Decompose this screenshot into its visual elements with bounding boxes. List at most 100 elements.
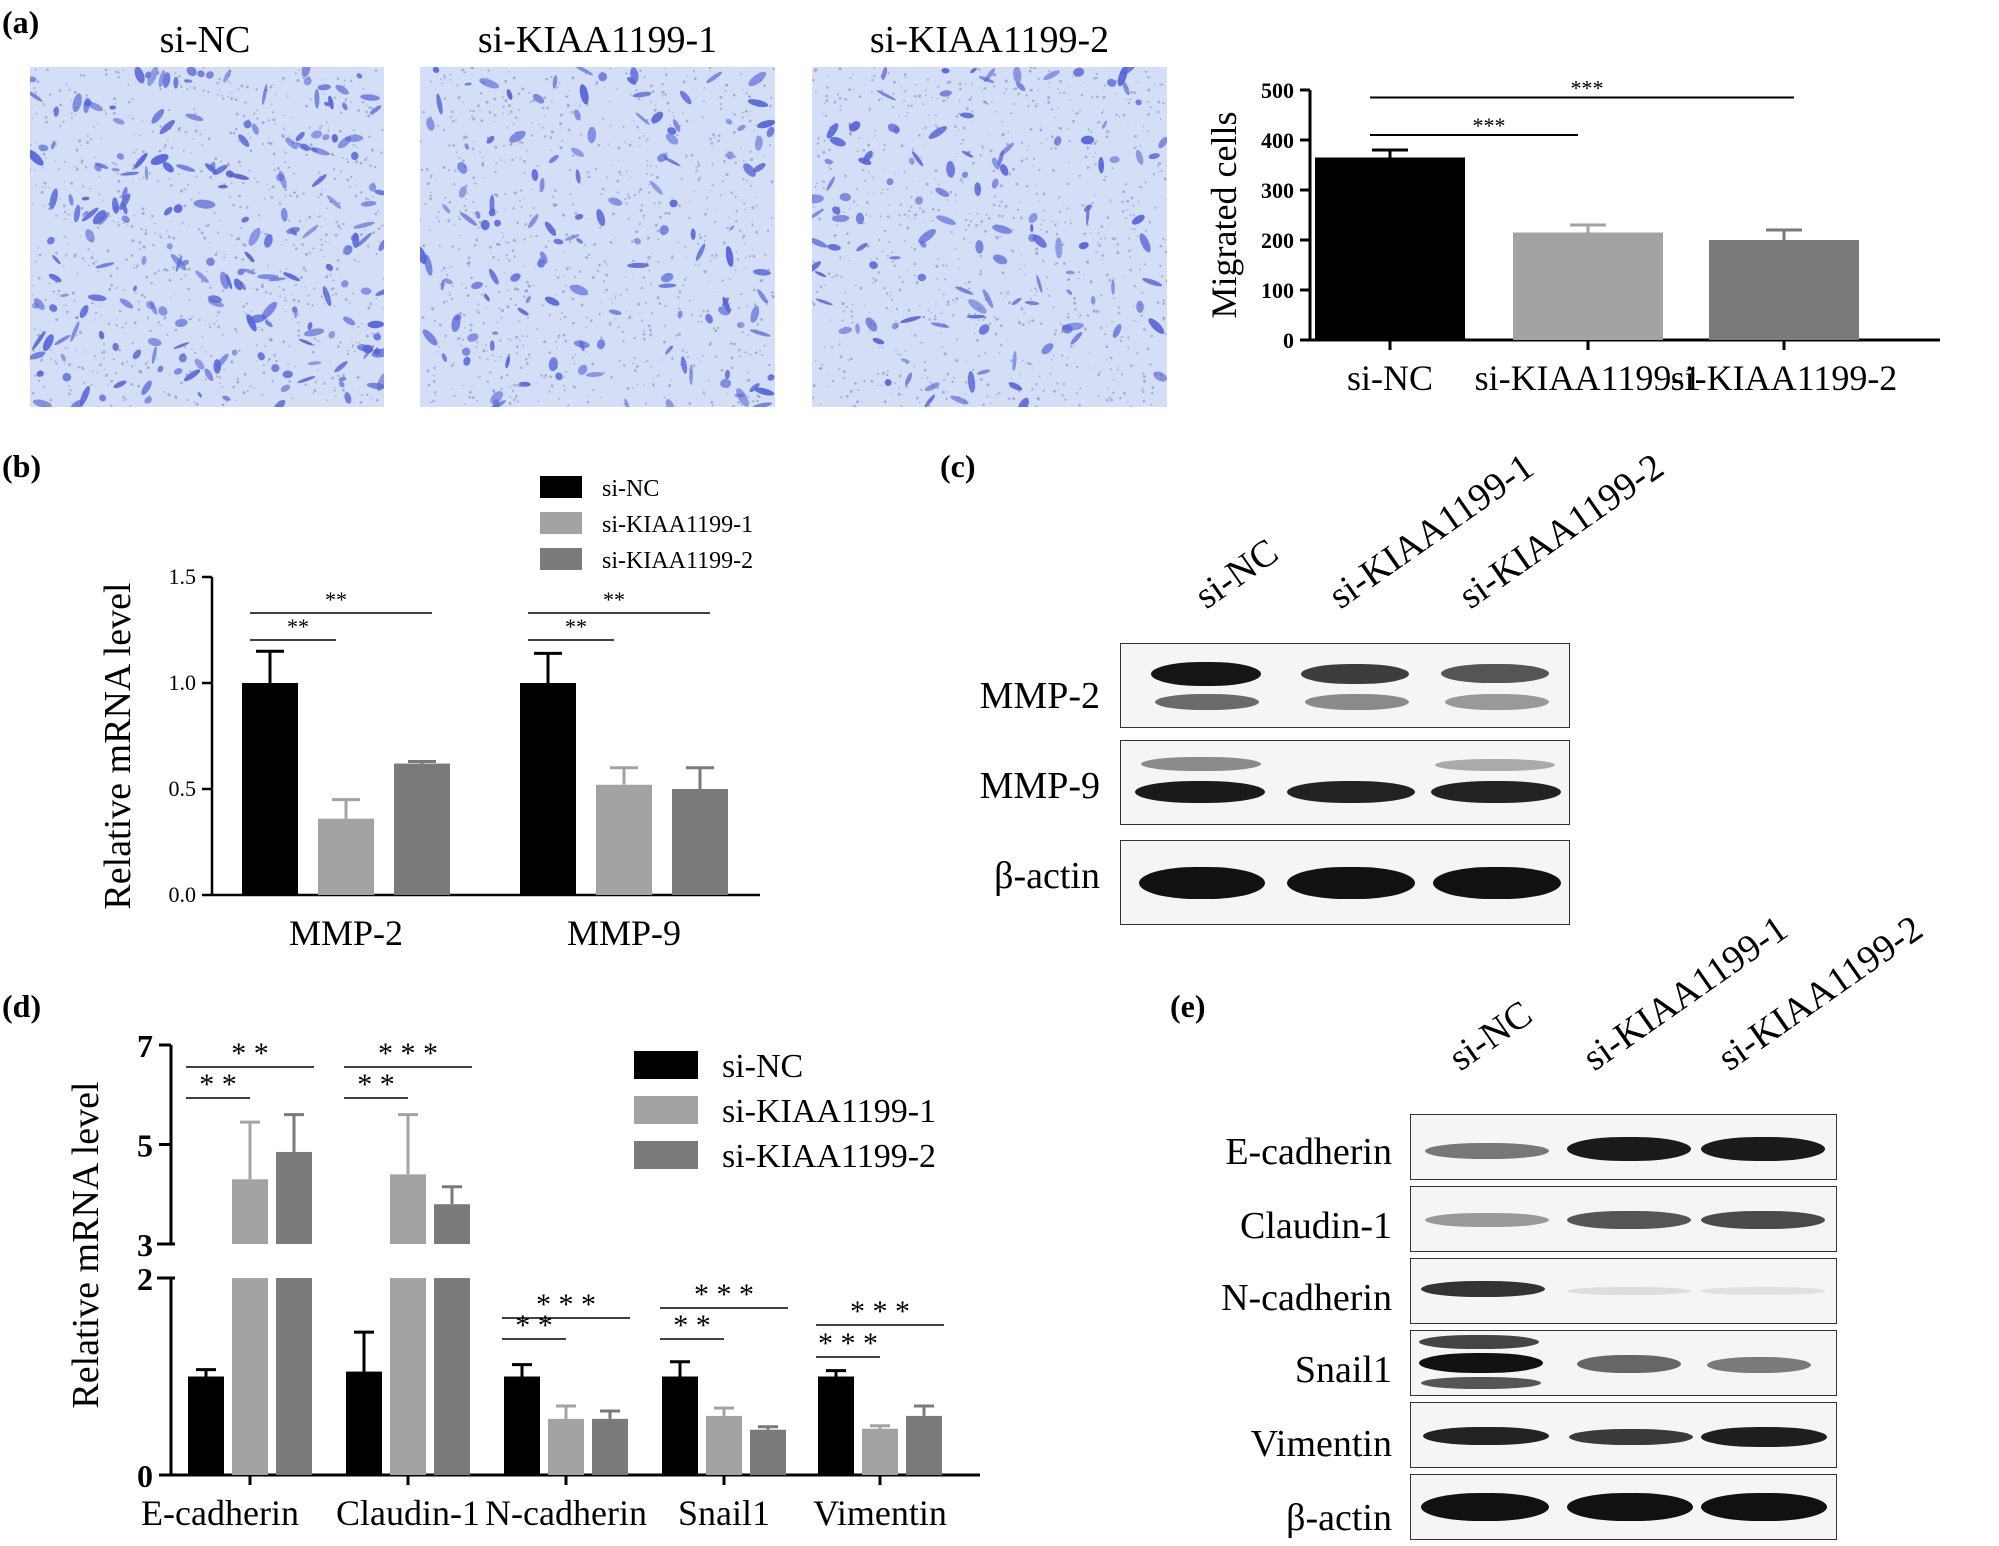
chart-d-sig-label-5: * * * (536, 1288, 596, 1321)
blot-e-band-vimentin-si-kiaa1199-1 (1569, 1429, 1693, 1445)
chart-d-xtick-label-claudin-1: Claudin-1 (336, 1493, 480, 1533)
blot-e-band-n-cadherin-si-kiaa1199-1 (1567, 1287, 1691, 1295)
blot-e-strip-vimentin (1410, 1402, 1837, 1468)
blot-e-row-label-e-cadherin: E-cadherin (1225, 1131, 1392, 1173)
blot-e-band-beta-actin-si-kiaa1199-2 (1701, 1493, 1827, 1521)
blot-c-row-label-mmp-9: MMP-9 (979, 765, 1100, 807)
chart-d-legend-label-si-kiaa1199-1: si-KIAA1199-1 (722, 1093, 936, 1130)
chart-d-sig-label-4: * * (515, 1309, 553, 1342)
chart-d-xtick-label-vimentin: Vimentin (813, 1493, 947, 1533)
chart-d-ytick-label-0: 0 (137, 1458, 153, 1494)
migration-image-si-nc (30, 67, 384, 407)
chart-d-bar-upper-claudin-1-si-kiaa1199-1 (390, 1174, 426, 1244)
blot-c-strip-mmp-9 (1120, 740, 1570, 825)
blot-e-row-label-snail1: Snail1 (1294, 1349, 1392, 1391)
blot-e-band-e-cadherin-si-kiaa1199-1 (1567, 1137, 1691, 1161)
blot-e-band-e-cadherin-si-kiaa1199-2 (1701, 1137, 1825, 1161)
chart-d-bar-claudin-1-si-nc (346, 1371, 382, 1475)
image-title-si-nc: si-NC (159, 19, 251, 61)
chart-a-ytick-label-500: 500 (1261, 78, 1294, 103)
chart-a-xtick-label-si-kiaa1199-1: si-KIAA1199-1 (1475, 358, 1702, 398)
blot-e-band-e-cadherin-si-nc (1425, 1143, 1549, 1159)
blot-c-band-mmp-9-si-kiaa1199-1 (1287, 781, 1415, 803)
chart-d-bar-vimentin-si-nc (818, 1376, 854, 1475)
blot-e-band-snail1-si-kiaa1199-1 (1577, 1355, 1681, 1373)
chart-d-bar-vimentin-si-kiaa1199-1 (862, 1428, 898, 1475)
chart-d-bar-e-cadherin-si-kiaa1199-2 (276, 1278, 312, 1475)
chart-d-bar-snail1-si-kiaa1199-2 (750, 1429, 786, 1475)
chart-d-sig-label-1: * * (231, 1037, 269, 1070)
blot-e-band-claudin-1-si-nc (1425, 1213, 1549, 1227)
blot-e-band-beta-actin-si-nc (1421, 1493, 1549, 1521)
chart-a-sig-label-0: *** (1473, 113, 1506, 138)
chart-b-bar-mmp-2-si-nc (242, 683, 298, 895)
chart-a-xtick-label-si-kiaa1199-2: si-KIAA1199-2 (1671, 358, 1898, 398)
chart-d-sig-label-3: * * * (378, 1037, 438, 1070)
chart-d-bar-claudin-1-si-kiaa1199-1 (390, 1278, 426, 1475)
chart-b-legend-label-si-nc: si-NC (602, 476, 659, 502)
blot-c-band-mmp-2-si-kiaa1199-1-lower (1305, 694, 1409, 710)
blot-e-band-snail1-si-nc (1419, 1353, 1543, 1373)
blot-e-row-label-claudin-1: Claudin-1 (1240, 1205, 1392, 1247)
chart-b-legend-swatch-si-kiaa1199-1 (540, 512, 582, 534)
chart-d-sig-label-0: * * (199, 1068, 237, 1101)
blot-e-row-label-n-cadherin: N-cadherin (1221, 1277, 1392, 1319)
blot-e-band-beta-actin-si-kiaa1199-1 (1567, 1493, 1693, 1521)
chart-b-bar-mmp-9-si-kiaa1199-2 (672, 789, 728, 895)
chart-d-legend-label-si-nc: si-NC (722, 1048, 803, 1085)
blot-c-band-mmp-2-si-kiaa1199-1 (1301, 664, 1409, 684)
chart-a-bar-si-nc (1315, 157, 1465, 340)
chart-d-bar-n-cadherin-si-nc (504, 1376, 540, 1475)
blot-e-band-vimentin-si-nc (1423, 1427, 1549, 1445)
chart-d-bar-e-cadherin-si-kiaa1199-1 (232, 1278, 268, 1475)
blot-e-row-label-beta-actin: β-actin (1286, 1497, 1392, 1539)
migration-image-si-kiaa1199-2 (812, 67, 1167, 407)
blot-c-row-label-beta-actin: β-actin (994, 855, 1100, 897)
panel-label-c: (c) (940, 448, 976, 484)
blot-c-strip-mmp-2 (1120, 643, 1570, 728)
chart-d-ytick-label-2: 2 (137, 1261, 153, 1297)
chart-d-bar-vimentin-si-kiaa1199-2 (906, 1415, 942, 1475)
blot-c-band-mmp-2-si-kiaa1199-2-lower (1445, 694, 1549, 710)
chart-b-legend-swatch-si-kiaa1199-2 (540, 548, 582, 570)
chart-b-xtick-label-mmp-9: MMP-9 (567, 913, 681, 953)
chart-d-xtick-label-e-cadherin: E-cadherin (141, 1493, 299, 1533)
chart-d-legend-swatch-si-nc (634, 1051, 698, 1079)
chart-b-bar-mmp-9-si-kiaa1199-1 (596, 784, 652, 895)
blot-c-band-mmp-9-si-kiaa1199-2 (1431, 781, 1561, 803)
chart-b-ytick-label-1-5: 1.5 (169, 564, 197, 589)
chart-d-sig-label-9: * * * (850, 1295, 910, 1328)
blot-c-band-mmp-2-si-nc-lower (1155, 694, 1259, 710)
chart-d-ylabel: Relative mRNA level (65, 1081, 107, 1408)
chart-d-sig-label-8: * * * (818, 1327, 878, 1360)
blot-c-band-beta-actin-si-kiaa1199-1 (1287, 867, 1415, 899)
chart-a-ytick-label-0: 0 (1283, 328, 1294, 353)
blot-c-band-mmp-2-si-nc (1151, 662, 1261, 686)
blot-e-strip-e-cadherin (1410, 1114, 1837, 1180)
chart-a-ytick-label-100: 100 (1261, 278, 1294, 303)
chart-d-sig-label-6: * * (673, 1309, 711, 1342)
chart-b-sig-label-1: ** (325, 587, 347, 612)
chart-d-bar-e-cadherin-si-nc (188, 1376, 224, 1475)
image-title-si-kiaa1199-1: si-KIAA1199-1 (477, 19, 718, 61)
blot-e-band-n-cadherin-si-kiaa1199-2 (1701, 1287, 1825, 1295)
blot-e-band-claudin-1-si-kiaa1199-2 (1701, 1211, 1825, 1229)
blot-c-band-mmp-9-si-nc-upper (1141, 757, 1261, 771)
blot-c-band-beta-actin-si-kiaa1199-2 (1433, 867, 1561, 899)
chart-d-ytick-label-5: 5 (137, 1128, 153, 1164)
blot-e-band-claudin-1-si-kiaa1199-1 (1567, 1211, 1691, 1229)
blot-c-band-mmp-9-si-nc (1135, 781, 1265, 803)
blot-c-band-beta-actin-si-nc (1139, 867, 1265, 899)
chart-b-sig-label-3: ** (603, 587, 625, 612)
panel-label-d: (d) (2, 988, 42, 1024)
migration-image-si-nc-cells (30, 67, 384, 407)
chart-d-ytick-label-3: 3 (137, 1227, 153, 1263)
blot-c-strip-beta-actin (1120, 840, 1570, 925)
chart-b-legend-swatch-si-nc (540, 476, 582, 498)
chart-d-bar-snail1-si-kiaa1199-1 (706, 1415, 742, 1475)
chart-b-bar-mmp-2-si-kiaa1199-2 (394, 763, 450, 895)
blot-e-strip-n-cadherin (1410, 1258, 1837, 1324)
chart-d-bar-n-cadherin-si-kiaa1199-1 (548, 1418, 584, 1475)
chart-a-ytick-label-300: 300 (1261, 178, 1294, 203)
